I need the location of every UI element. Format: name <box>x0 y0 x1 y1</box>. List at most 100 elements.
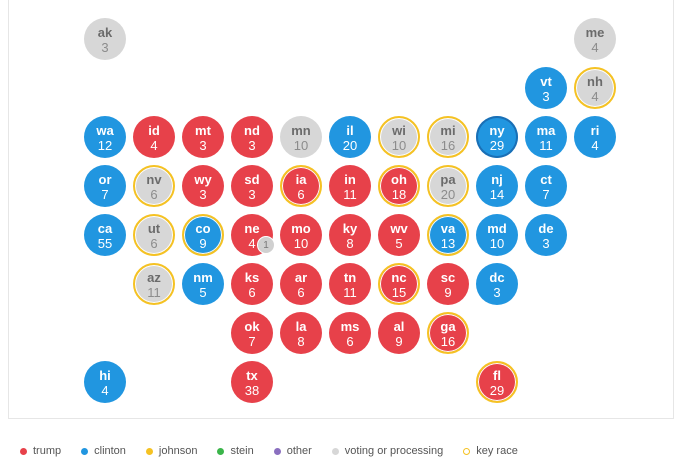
state-or[interactable]: or 7 <box>84 165 126 207</box>
state-oh[interactable]: oh 18 <box>378 165 420 207</box>
state-pa[interactable]: pa 20 <box>427 165 469 207</box>
state-ne[interactable]: ne 4 <box>231 214 273 256</box>
state-abbr: nj <box>491 171 503 187</box>
state-ri[interactable]: ri 4 <box>574 116 616 158</box>
state-il[interactable]: il 20 <box>329 116 371 158</box>
state-ca[interactable]: ca 55 <box>84 214 126 256</box>
state-al[interactable]: al 9 <box>378 312 420 354</box>
state-abbr: nd <box>244 122 260 138</box>
electoral-votes: 3 <box>542 235 550 251</box>
state-ut[interactable]: ut 6 <box>133 214 175 256</box>
state-mn[interactable]: mn 10 <box>280 116 322 158</box>
state-nc[interactable]: nc 15 <box>378 263 420 305</box>
state-sc[interactable]: sc 9 <box>427 263 469 305</box>
state-wv[interactable]: wv 5 <box>378 214 420 256</box>
electoral-votes: 3 <box>101 39 109 55</box>
electoral-votes: 10 <box>293 137 309 153</box>
state-id[interactable]: id 4 <box>133 116 175 158</box>
electoral-votes: 16 <box>440 333 456 349</box>
electoral-votes: 38 <box>244 382 260 398</box>
state-abbr: sd <box>244 171 260 187</box>
state-ky[interactable]: ky 8 <box>329 214 371 256</box>
electoral-votes: 3 <box>248 186 256 202</box>
electoral-votes: 6 <box>150 235 158 251</box>
state-abbr: ct <box>540 171 552 187</box>
state-abbr: de <box>538 220 554 236</box>
state-wy[interactable]: wy 3 <box>182 165 224 207</box>
state-wi[interactable]: wi 10 <box>378 116 420 158</box>
electoral-votes: 12 <box>97 137 113 153</box>
state-ar[interactable]: ar 6 <box>280 263 322 305</box>
state-abbr: il <box>346 122 354 138</box>
state-abbr: mo <box>291 220 311 236</box>
state-ak[interactable]: ak 3 <box>84 18 126 60</box>
state-ia[interactable]: ia 6 <box>280 165 322 207</box>
state-dc[interactable]: dc 3 <box>476 263 518 305</box>
state-abbr: vt <box>540 73 552 89</box>
state-ms[interactable]: ms 6 <box>329 312 371 354</box>
state-nv[interactable]: nv 6 <box>133 165 175 207</box>
state-ga[interactable]: ga 16 <box>427 312 469 354</box>
electoral-votes: 11 <box>539 137 553 153</box>
state-abbr: hi <box>99 367 111 383</box>
legend-item-other[interactable]: other <box>273 445 312 457</box>
legend-label: other <box>286 445 312 457</box>
state-va[interactable]: va 13 <box>427 214 469 256</box>
state-me[interactable]: me 4 <box>574 18 616 60</box>
electoral-votes: 6 <box>346 333 354 349</box>
state-az[interactable]: az 11 <box>133 263 175 305</box>
state-nj[interactable]: nj 14 <box>476 165 518 207</box>
state-abbr: mt <box>195 122 211 138</box>
state-in[interactable]: in 11 <box>329 165 371 207</box>
legend-item-voting-or-processing[interactable]: voting or processing <box>331 445 443 457</box>
electoral-votes: 18 <box>391 186 407 202</box>
state-co[interactable]: co 9 <box>182 214 224 256</box>
legend-item-key-race[interactable]: key race <box>463 445 518 457</box>
state-ny[interactable]: ny 29 <box>476 116 518 158</box>
electoral-votes: 5 <box>199 284 207 300</box>
legend-label: johnson <box>158 445 198 457</box>
state-nm[interactable]: nm 5 <box>182 263 224 305</box>
legend-item-stein[interactable]: stein <box>217 445 254 457</box>
electoral-votes: 11 <box>343 284 357 300</box>
electoral-votes: 8 <box>297 333 305 349</box>
state-fl[interactable]: fl 29 <box>476 361 518 403</box>
state-vt[interactable]: vt 3 <box>525 67 567 109</box>
legend-item-clinton[interactable]: clinton <box>81 445 126 457</box>
legend-swatch-icon <box>81 447 89 455</box>
state-wa[interactable]: wa 12 <box>84 116 126 158</box>
state-abbr: al <box>393 318 405 334</box>
state-ma[interactable]: ma 11 <box>525 116 567 158</box>
state-nd[interactable]: nd 3 <box>231 116 273 158</box>
state-mi[interactable]: mi 16 <box>427 116 469 158</box>
legend-item-johnson[interactable]: johnson <box>145 445 198 457</box>
state-ct[interactable]: ct 7 <box>525 165 567 207</box>
state-abbr: mn <box>291 122 311 138</box>
state-la[interactable]: la 8 <box>280 312 322 354</box>
state-ks[interactable]: ks 6 <box>231 263 273 305</box>
state-tn[interactable]: tn 11 <box>329 263 371 305</box>
state-sd[interactable]: sd 3 <box>231 165 273 207</box>
state-mt[interactable]: mt 3 <box>182 116 224 158</box>
legend: trump clinton johnson stein other voting or p… <box>20 443 538 459</box>
state-nh[interactable]: nh 4 <box>574 67 616 109</box>
state-hi[interactable]: hi 4 <box>84 361 126 403</box>
electoral-votes: 4 <box>591 88 599 104</box>
state-de[interactable]: de 3 <box>525 214 567 256</box>
state-abbr: ok <box>244 318 260 334</box>
electoral-votes: 11 <box>147 284 161 300</box>
legend-item-trump[interactable]: trump <box>20 445 61 457</box>
legend-swatch-icon <box>463 447 471 455</box>
state-abbr: ny <box>489 122 505 138</box>
state-mo[interactable]: mo 10 <box>280 214 322 256</box>
electoral-votes: 6 <box>248 284 256 300</box>
electoral-votes: 7 <box>542 186 550 202</box>
electoral-votes: 10 <box>489 235 505 251</box>
state-ok[interactable]: ok 7 <box>231 312 273 354</box>
state-abbr: nc <box>391 269 407 285</box>
state-abbr: id <box>148 122 160 138</box>
state-md[interactable]: md 10 <box>476 214 518 256</box>
state-abbr: or <box>98 171 112 187</box>
state-abbr: ar <box>294 269 308 285</box>
state-tx[interactable]: tx 38 <box>231 361 273 403</box>
